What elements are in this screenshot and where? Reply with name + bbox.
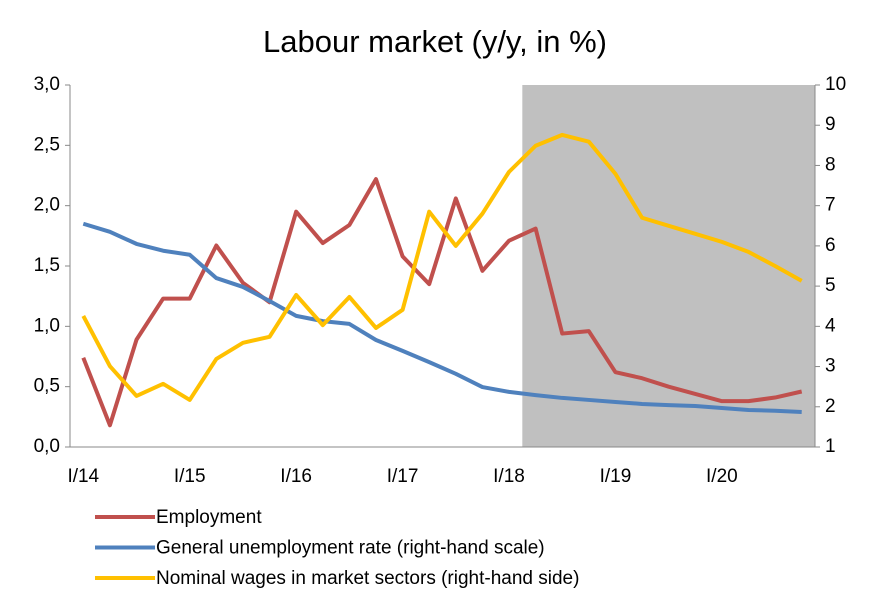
x-tick-label: I/20 xyxy=(706,466,738,487)
x-tick-label: I/14 xyxy=(67,466,99,487)
y-tick-label: 3,0 xyxy=(34,74,60,95)
y2-tick-label: 2 xyxy=(825,396,836,417)
y2-tick-label: 1 xyxy=(825,436,836,457)
chart-title: Labour market (y/y, in %) xyxy=(263,24,607,59)
y-tick-label: 2,5 xyxy=(34,134,60,155)
y2-tick-label: 10 xyxy=(825,74,846,95)
series-line xyxy=(82,221,802,415)
y-tick-label: 1,0 xyxy=(34,315,60,336)
y2-tick-label: 4 xyxy=(825,315,836,336)
series-line xyxy=(81,177,803,428)
y2-tick-label: 8 xyxy=(825,154,836,175)
x-tick-label: I/17 xyxy=(387,466,419,487)
series-line xyxy=(81,132,803,402)
y2-tick-label: 6 xyxy=(825,235,836,256)
legend-label: Employment xyxy=(156,507,262,528)
x-tick-label: I/19 xyxy=(600,466,632,487)
x-tick-label: I/18 xyxy=(493,466,525,487)
x-tick-label: I/16 xyxy=(280,466,312,487)
y2-tick-label: 3 xyxy=(825,356,836,377)
y2-tick-label: 5 xyxy=(825,275,836,296)
y-tick-label: 0,0 xyxy=(34,436,60,457)
y2-tick-label: 9 xyxy=(825,114,836,135)
y2-tick-label: 7 xyxy=(825,195,836,216)
y-tick-label: 0,5 xyxy=(34,376,60,397)
y-tick-label: 1,5 xyxy=(34,255,60,276)
y-tick-label: 2,0 xyxy=(34,195,60,216)
legend-label: Nominal wages in market sectors (right-h… xyxy=(156,568,579,589)
legend-label: General unemployment rate (right-hand sc… xyxy=(156,538,545,559)
x-tick-label: I/15 xyxy=(174,466,206,487)
